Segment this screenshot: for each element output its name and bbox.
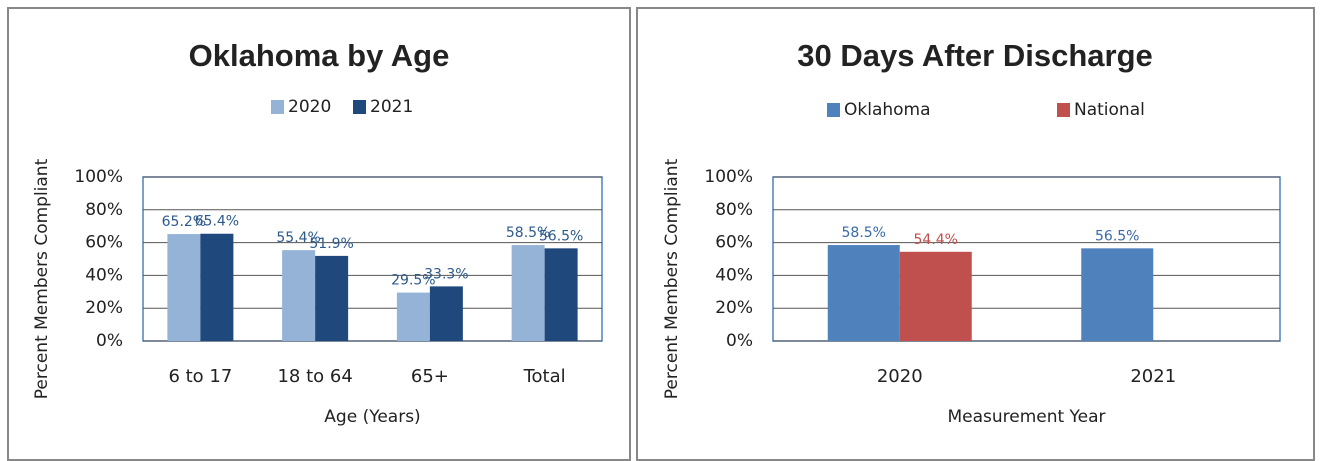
x-axis-title: Age (Years) bbox=[324, 407, 420, 427]
y-tick-label: 0% bbox=[726, 331, 753, 351]
legend-label: 2020 bbox=[288, 97, 331, 117]
y-tick-label: 0% bbox=[96, 331, 123, 351]
legend-label: Oklahoma bbox=[844, 100, 931, 120]
x-tick-label: 2021 bbox=[1130, 366, 1176, 387]
data-label: 55.4% bbox=[276, 230, 320, 246]
bar bbox=[429, 286, 463, 341]
legend-swatch bbox=[353, 100, 366, 114]
y-tick-label: 80% bbox=[715, 200, 753, 220]
y-tick-label: 100% bbox=[704, 167, 753, 187]
bar bbox=[396, 292, 430, 341]
x-tick-label: 18 to 64 bbox=[277, 366, 352, 387]
bar bbox=[315, 255, 349, 341]
y-tick-label: 20% bbox=[715, 298, 753, 318]
bar bbox=[899, 251, 972, 341]
bar bbox=[200, 233, 234, 341]
y-tick-label: 60% bbox=[85, 233, 123, 253]
y-axis-title: Percent Members Compliant bbox=[662, 158, 682, 399]
x-tick-label: Total bbox=[523, 366, 566, 387]
y-tick-label: 40% bbox=[85, 265, 123, 285]
data-label: 58.5% bbox=[506, 225, 550, 241]
data-label: 56.5% bbox=[1095, 228, 1139, 244]
x-axis-title: Measurement Year bbox=[947, 407, 1105, 427]
legend-swatch bbox=[1057, 103, 1070, 117]
bar bbox=[511, 245, 545, 341]
chart-title: Oklahoma by Age bbox=[189, 38, 450, 73]
data-label: 54.4% bbox=[914, 232, 958, 248]
y-axis-title: Percent Members Compliant bbox=[32, 158, 52, 399]
data-label: 65.4% bbox=[195, 214, 239, 230]
bar bbox=[827, 245, 900, 341]
y-tick-label: 100% bbox=[74, 167, 123, 187]
legend-swatch bbox=[827, 103, 840, 117]
data-label: 33.3% bbox=[424, 266, 468, 282]
panel bbox=[636, 7, 1315, 461]
legend-label: National bbox=[1074, 100, 1145, 120]
x-tick-label: 6 to 17 bbox=[168, 366, 232, 387]
x-tick-label: 2020 bbox=[877, 366, 923, 387]
y-tick-label: 20% bbox=[85, 298, 123, 318]
bar bbox=[282, 250, 316, 341]
legend-label: 2021 bbox=[370, 97, 413, 117]
y-tick-label: 80% bbox=[85, 200, 123, 220]
y-tick-label: 60% bbox=[715, 233, 753, 253]
y-tick-label: 40% bbox=[715, 265, 753, 285]
data-label: 29.5% bbox=[391, 273, 435, 289]
data-label: 58.5% bbox=[842, 225, 886, 241]
chart-title: 30 Days After Discharge bbox=[797, 38, 1153, 73]
bar bbox=[544, 248, 578, 341]
panel bbox=[7, 7, 631, 461]
data-label: 56.5% bbox=[539, 228, 583, 244]
bar bbox=[1081, 248, 1154, 341]
x-tick-label: 65+ bbox=[411, 366, 449, 387]
data-label: 65.2% bbox=[162, 214, 206, 230]
data-label: 51.9% bbox=[309, 236, 353, 252]
legend-swatch bbox=[271, 100, 284, 114]
bar bbox=[167, 234, 201, 341]
